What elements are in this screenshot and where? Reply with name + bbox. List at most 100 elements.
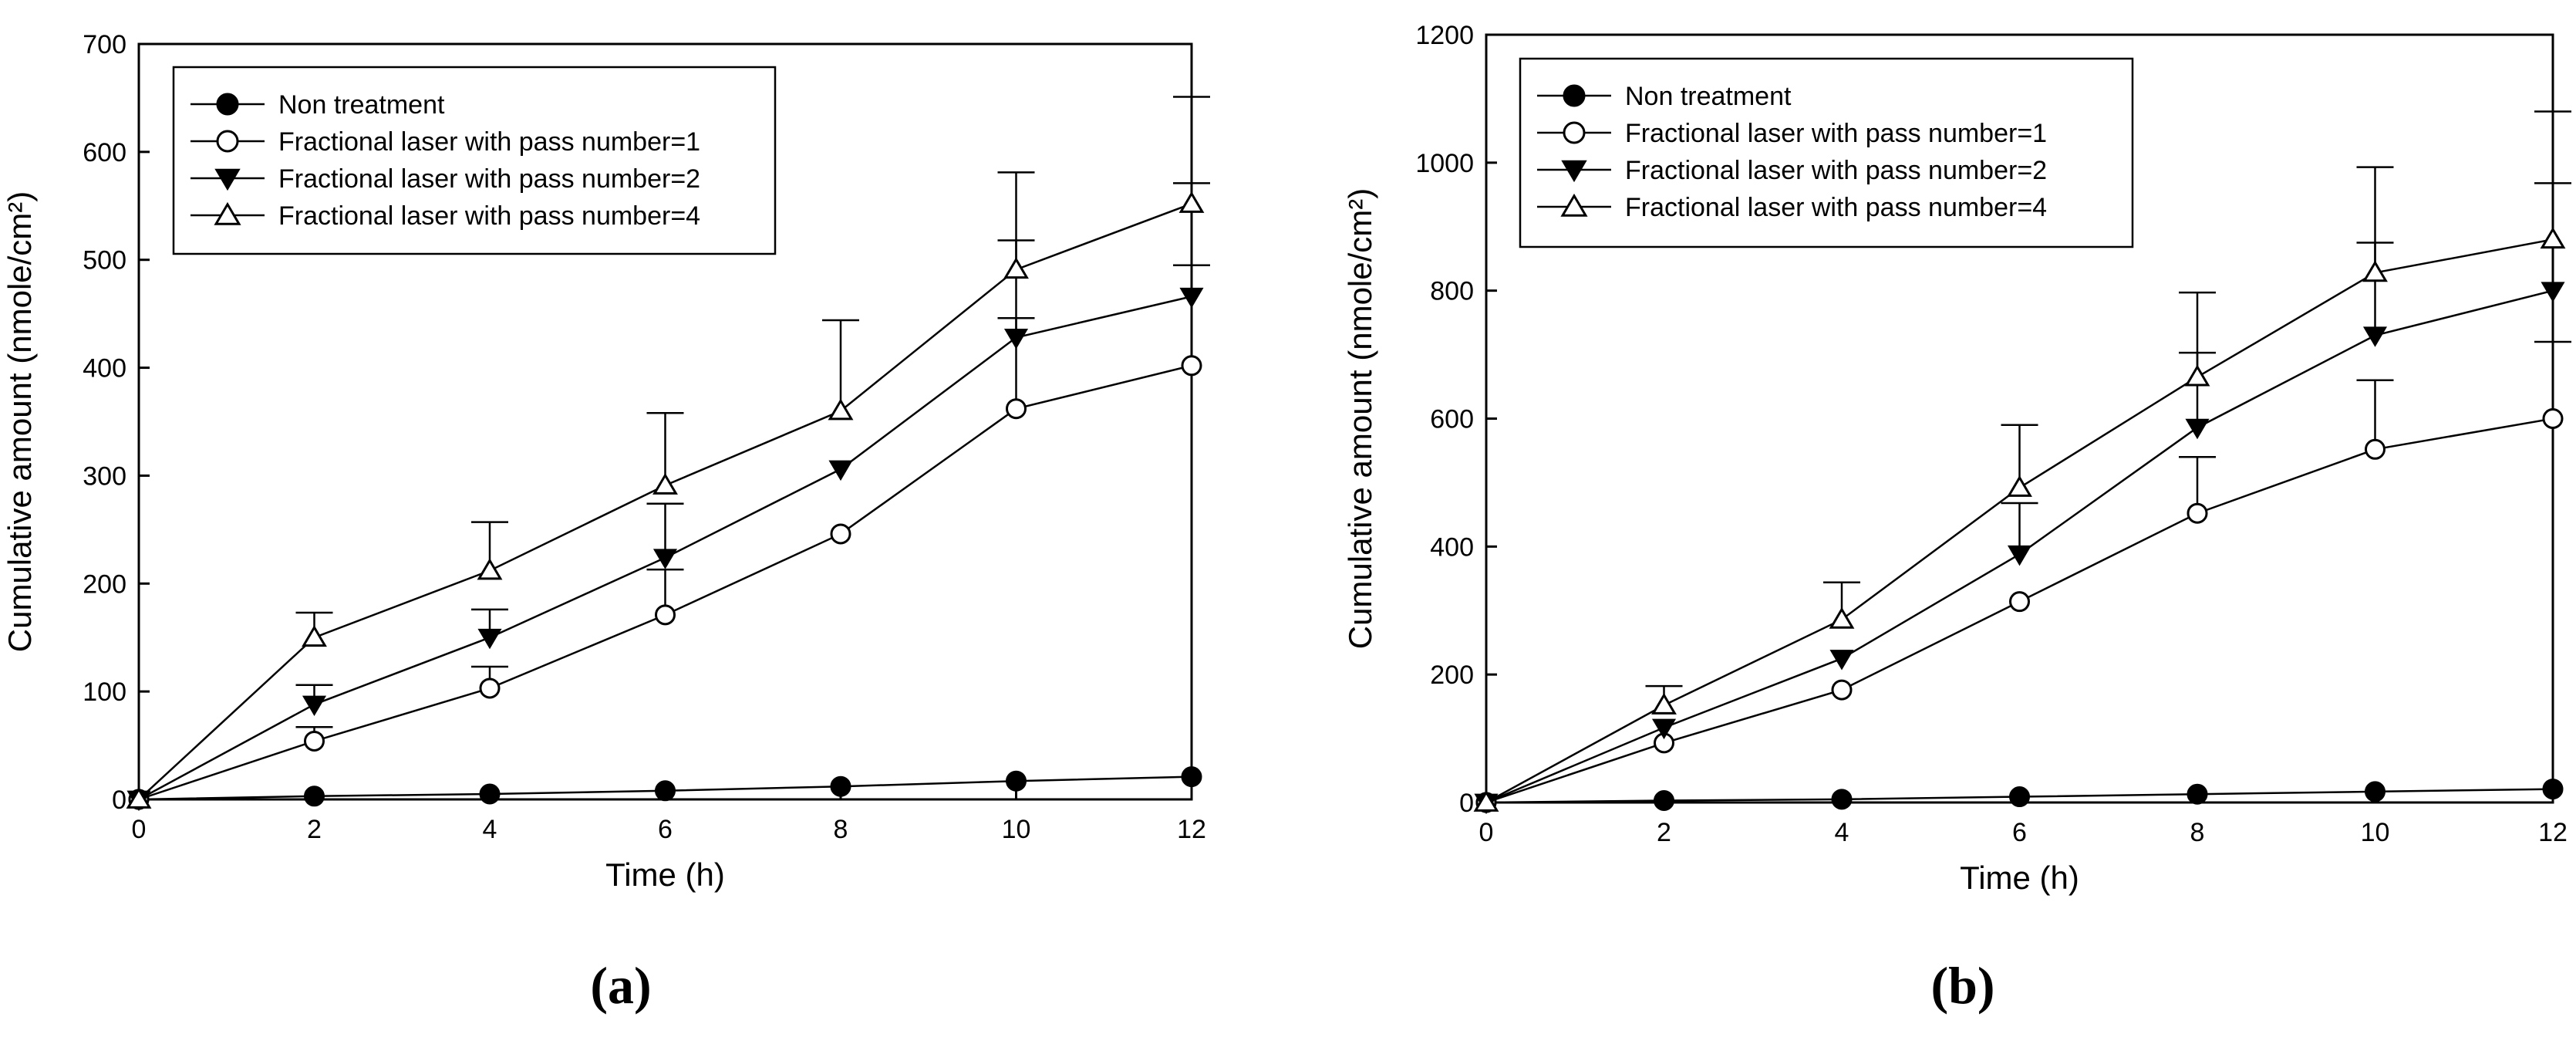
series-fractional-laser-with-pass-number-1 bbox=[128, 264, 1210, 810]
series-fractional-laser-with-pass-number-1 bbox=[1475, 340, 2571, 813]
data-point bbox=[1831, 679, 1853, 701]
legend-item: Fractional laser with pass number=4 bbox=[191, 201, 700, 231]
legend-marker bbox=[214, 201, 241, 225]
x-tick-label: 6 bbox=[658, 815, 673, 844]
legend-label: Fractional laser with pass number=1 bbox=[1625, 119, 2047, 148]
data-point bbox=[1181, 766, 1202, 788]
data-point bbox=[2541, 282, 2565, 302]
x-tick-label: 12 bbox=[1177, 815, 1206, 844]
data-point bbox=[477, 558, 503, 580]
data-point bbox=[2185, 418, 2210, 440]
data-point bbox=[1473, 789, 1499, 812]
y-tick-label: 100 bbox=[83, 677, 126, 707]
data-point bbox=[1829, 650, 1854, 671]
legend-label: Fractional laser with pass number=1 bbox=[278, 127, 700, 157]
legend-box bbox=[172, 66, 777, 255]
data-point bbox=[1651, 692, 1677, 715]
data-point bbox=[1006, 398, 1027, 420]
data-point bbox=[2009, 591, 2030, 613]
x-tick-label: 10 bbox=[1002, 815, 1031, 844]
legend-marker bbox=[1563, 84, 1586, 107]
data-point bbox=[2540, 227, 2566, 249]
data-point bbox=[2542, 408, 2564, 429]
x-tick-label: 8 bbox=[834, 815, 848, 844]
y-tick-label: 400 bbox=[83, 354, 126, 383]
y-axis-label: Cumulative amount (nmole/cm²) bbox=[1342, 188, 1378, 650]
series-non-treatment bbox=[128, 766, 1202, 810]
legend-item: Fractional laser with pass number=2 bbox=[1537, 156, 2047, 185]
legend-marker bbox=[1563, 121, 1586, 144]
data-point bbox=[477, 628, 502, 650]
y-axis-label: Cumulative amount (nmole/cm²) bbox=[2, 191, 38, 653]
legend-item: Non treatment bbox=[1537, 82, 1792, 111]
data-point bbox=[2362, 260, 2388, 282]
panel-label: (a) bbox=[590, 956, 651, 1015]
data-point bbox=[2184, 364, 2210, 387]
data-point bbox=[655, 780, 676, 802]
data-point bbox=[1003, 329, 1029, 350]
data-point bbox=[830, 775, 851, 797]
data-point bbox=[479, 677, 501, 699]
x-axis-label: Time (h) bbox=[1960, 860, 2079, 896]
x-tick-label: 2 bbox=[307, 815, 322, 844]
y-tick-label: 400 bbox=[1430, 532, 1474, 562]
x-tick-label: 8 bbox=[2190, 818, 2205, 847]
data-point bbox=[652, 549, 678, 569]
data-point bbox=[655, 604, 676, 626]
y-tick-label: 500 bbox=[83, 246, 126, 275]
x-tick-label: 6 bbox=[2012, 818, 2027, 847]
y-tick-label: 1000 bbox=[1415, 149, 1474, 178]
panel-label: (b) bbox=[1930, 956, 1994, 1015]
y-tick-label: 200 bbox=[1430, 661, 1474, 690]
y-tick-label: 0 bbox=[1459, 789, 1474, 818]
data-point bbox=[479, 783, 501, 805]
legend: Non treatment Fractional laser with pass … bbox=[172, 66, 777, 255]
data-point bbox=[1829, 606, 1855, 629]
x-tick-label: 2 bbox=[1657, 818, 1671, 847]
data-point bbox=[1006, 770, 1027, 792]
y-tick-label: 600 bbox=[83, 138, 126, 167]
data-point bbox=[1831, 789, 1853, 810]
series-fractional-laser-with-pass-number-4 bbox=[126, 96, 1210, 809]
y-tick-label: 800 bbox=[1430, 277, 1474, 306]
legend-marker bbox=[216, 130, 239, 153]
x-tick-label: 10 bbox=[2361, 818, 2390, 847]
data-point bbox=[1003, 257, 1029, 279]
data-point bbox=[652, 472, 678, 495]
x-axis-label: Time (h) bbox=[605, 856, 725, 893]
x-tick-label: 0 bbox=[132, 815, 147, 844]
y-tick-label: 1200 bbox=[1415, 21, 1474, 50]
data-point bbox=[304, 786, 325, 807]
y-tick-label: 200 bbox=[83, 569, 126, 599]
data-point bbox=[304, 730, 325, 752]
data-point bbox=[2187, 502, 2208, 524]
legend-label: Fractional laser with pass number=2 bbox=[1625, 156, 2047, 185]
x-tick-label: 0 bbox=[1479, 818, 1494, 847]
x-tick-label: 4 bbox=[1835, 818, 1849, 847]
legend-marker bbox=[1561, 160, 1587, 183]
data-point bbox=[126, 786, 152, 809]
data-point bbox=[2542, 779, 2564, 800]
legend-item: Fractional laser with pass number=1 bbox=[191, 127, 700, 157]
y-tick-label: 0 bbox=[112, 786, 126, 815]
data-point bbox=[1181, 355, 1202, 377]
legend-label: Fractional laser with pass number=4 bbox=[278, 201, 700, 231]
series-fractional-laser-with-pass-number-4 bbox=[1473, 110, 2571, 812]
legend-item: Fractional laser with pass number=2 bbox=[191, 164, 700, 194]
series-non-treatment bbox=[1475, 779, 2564, 813]
legend-marker bbox=[214, 168, 241, 191]
legend-label: Non treatment bbox=[278, 90, 445, 120]
legend: Non treatment Fractional laser with pass … bbox=[1519, 57, 2134, 248]
legend-item: Non treatment bbox=[191, 90, 445, 120]
data-point bbox=[302, 625, 327, 647]
legend-label: Fractional laser with pass number=4 bbox=[1625, 193, 2047, 222]
data-point bbox=[830, 523, 851, 545]
data-point bbox=[1178, 191, 1205, 213]
legend-marker bbox=[216, 93, 239, 116]
legend-label: Non treatment bbox=[1625, 82, 1792, 111]
data-point bbox=[2009, 786, 2030, 808]
y-tick-label: 300 bbox=[83, 461, 126, 491]
data-point bbox=[302, 695, 327, 717]
data-point bbox=[2365, 781, 2385, 802]
